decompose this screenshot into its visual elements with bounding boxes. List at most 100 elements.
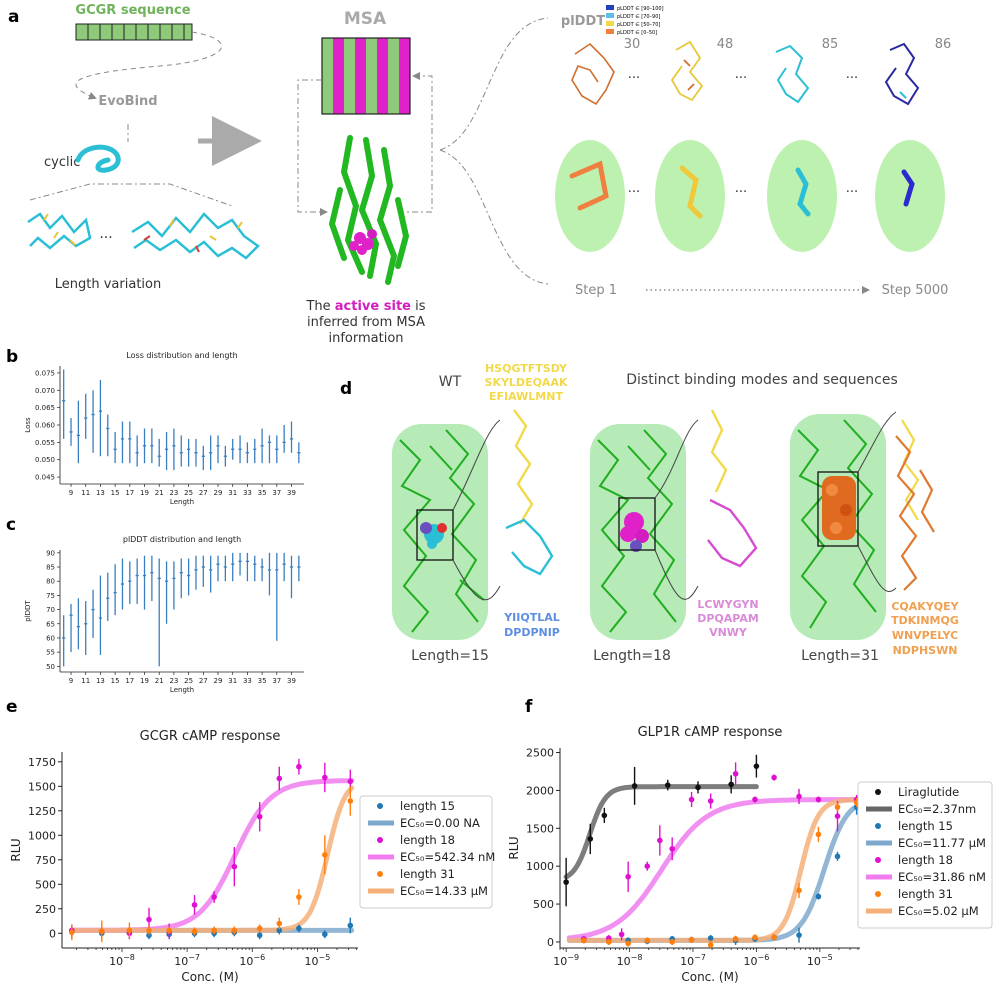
x-tick-label: 21 — [155, 677, 164, 685]
receptor-complex-31 — [790, 411, 897, 640]
seq18-3: VNWY — [709, 626, 748, 639]
peptide-step-4 — [884, 42, 920, 106]
x-tick-exponent: −7 — [694, 953, 706, 962]
legend-label: length 18 — [898, 853, 953, 867]
y-tick-label: 0.065 — [35, 404, 55, 412]
x-tick-label: 11 — [81, 489, 90, 497]
plddt-title: plDDT — [561, 14, 605, 29]
data-point — [347, 798, 354, 804]
peptide-zoom-15 — [505, 409, 554, 576]
chart-c: plDDT distribution and length 50 55 60 65 70 7… — [24, 535, 304, 694]
ellipsis-mid-1: ... — [628, 181, 640, 196]
chart-e: GCGR cAMP response 0 250 500 750 1000 1250 1500… — [9, 729, 495, 984]
wt-seq-1: HSQGTFTSDY — [485, 362, 568, 375]
x-tick-label: 13 — [96, 677, 105, 685]
length-variation-bracket — [29, 183, 233, 207]
step-start-label: Step 1 — [575, 283, 617, 298]
chart-b: Loss distribution and length 0.045 0.050 0.… — [24, 351, 304, 506]
seq18-1: LCWYGYN — [697, 598, 758, 611]
x-tick-base: 10 — [744, 955, 758, 968]
y-tick-label: 500 — [533, 898, 554, 911]
panel-d-title: Distinct binding modes and sequences — [626, 372, 897, 388]
ellipsis-top-1: ... — [628, 67, 640, 82]
data-point — [99, 928, 105, 935]
x-axis-label: Conc. (M) — [681, 970, 738, 984]
legend-marker — [377, 803, 383, 809]
data-point — [581, 937, 587, 944]
data-point — [276, 927, 283, 934]
x-tick-base: 10 — [109, 955, 123, 968]
fit-curve — [69, 785, 355, 933]
ellipsis-top-2: ... — [735, 67, 747, 82]
x-tick-label: 10−7 — [680, 953, 706, 968]
y-tick-label: 1750 — [28, 756, 56, 769]
data-point — [753, 763, 760, 769]
data-point — [69, 929, 75, 936]
data-point — [126, 927, 133, 934]
plddt-legend-2: pLDDT ∈ [50–70] — [617, 22, 660, 28]
x-tick-label: 39 — [287, 677, 296, 685]
cyclic-label: cyclic — [44, 155, 80, 170]
data-point — [644, 863, 651, 869]
fit-curve — [566, 797, 857, 943]
data-point — [834, 813, 841, 819]
plddt-value-3: 85 — [822, 37, 839, 52]
x-tick-base: 10 — [807, 955, 821, 968]
legend-fit-label: EC₅₀=5.02 μM — [898, 904, 979, 918]
y-tick-label: 1000 — [526, 860, 554, 873]
data-point — [296, 763, 302, 770]
wt-label: WT — [439, 374, 462, 390]
panel-a-label: a — [8, 7, 19, 27]
branch-bracket — [439, 17, 549, 285]
x-tick-exponent: −8 — [631, 953, 643, 962]
data-point — [322, 931, 328, 938]
seq15-2: DPDPNIP — [504, 626, 560, 639]
plddt-legend-1: pLDDT ∈ [70–90] — [617, 14, 660, 20]
peptide-step-3 — [775, 44, 810, 104]
data-point — [728, 781, 734, 788]
seq18-2: DPQAPAM — [697, 612, 759, 625]
legend-label: length 18 — [400, 833, 455, 847]
data-point — [732, 936, 739, 942]
data-point — [834, 804, 841, 810]
len15-label: Length=15 — [411, 648, 489, 664]
y-tick-label: 1250 — [28, 805, 56, 818]
sequence-to-evobind-arrow — [75, 31, 223, 100]
complex-step-2 — [655, 140, 725, 252]
data-point — [834, 853, 841, 860]
evobind-label: EvoBind — [98, 94, 157, 109]
cyclic-peptide-image — [75, 144, 121, 173]
legend-fit-label: EC₅₀=0.00 NA — [400, 816, 480, 830]
x-tick-label: 13 — [96, 489, 105, 497]
x-tick-label: 21 — [155, 489, 164, 497]
x-tick-label: 29 — [214, 677, 223, 685]
data-point — [276, 920, 283, 927]
data-point — [231, 863, 238, 870]
seq31-1: CQAKYQEY — [891, 600, 959, 613]
x-tick-exponent: −8 — [123, 953, 135, 962]
y-axis-label: RLU — [9, 838, 23, 861]
gcgr-sequence-label: GCGR sequence — [75, 3, 190, 18]
x-tick-exponent: −5 — [319, 953, 331, 962]
active-site-highlight: active site — [335, 299, 411, 314]
plddt-value-2: 48 — [717, 37, 734, 52]
y-tick-label: 2500 — [526, 747, 554, 760]
msa-feedback-loop — [297, 79, 328, 216]
panel-f-label: f — [525, 697, 533, 717]
plddt-legend-0: pLDDT ∈ [90–100] — [617, 6, 664, 12]
receptor-structure-image — [328, 135, 410, 285]
data-point — [347, 922, 354, 929]
chart-title: GCGR cAMP response — [140, 729, 281, 744]
peptide-step-2 — [670, 40, 704, 102]
ellipsis-mid-3: ... — [846, 181, 858, 196]
x-tick-label: 10−9 — [553, 953, 579, 968]
complex-step-4 — [875, 140, 945, 252]
active-site-pre: The — [305, 299, 334, 314]
y-tick-label: 80 — [46, 578, 55, 586]
y-tick-label: 750 — [35, 854, 56, 867]
y-tick-label: 1000 — [28, 829, 56, 842]
fit-curve — [566, 797, 857, 941]
msa-title: MSA — [344, 9, 387, 29]
x-tick-label: 17 — [125, 489, 134, 497]
active-site-post: is — [411, 299, 426, 314]
